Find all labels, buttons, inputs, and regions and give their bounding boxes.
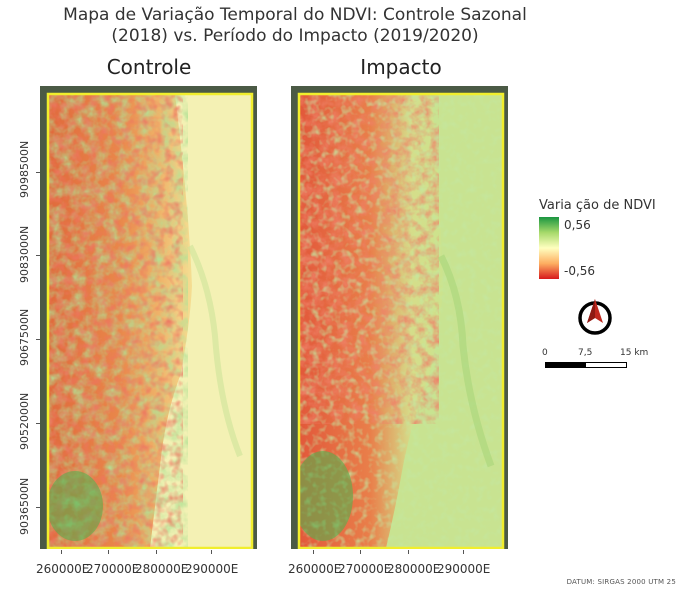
x-tick-label: 290000E <box>437 562 491 576</box>
scale-label-end: 15 km <box>620 348 649 358</box>
datum-label: DATUM: SIRGAS 2000 UTM 25 <box>566 578 676 586</box>
scale-bar <box>545 362 627 368</box>
x-tick-mark <box>408 550 409 554</box>
y-tick-mark <box>36 423 40 424</box>
x-tick-mark <box>313 550 314 554</box>
x-tick-label: 270000E <box>86 562 140 576</box>
y-tick-label: 9052000N <box>18 392 31 450</box>
aoi-boundary <box>46 92 254 549</box>
scale-bar-segment <box>546 363 586 367</box>
aoi-boundary <box>297 92 505 549</box>
title-line-2: (2018) vs. Período do Impacto (2019/2020… <box>111 26 479 46</box>
x-tick-mark <box>156 550 157 554</box>
y-tick-mark <box>36 507 40 508</box>
x-tick-mark <box>108 550 109 554</box>
x-tick-mark <box>360 550 361 554</box>
x-tick-label: 260000E <box>36 562 90 576</box>
y-tick-mark <box>36 172 40 173</box>
title-line-1: Mapa de Variação Temporal do NDVI: Contr… <box>63 5 527 25</box>
x-tick-label: 270000E <box>338 562 392 576</box>
x-tick-mark <box>61 550 62 554</box>
x-tick-mark <box>463 550 464 554</box>
legend-title: Varia ção de NDVI <box>539 198 656 213</box>
map-title: Mapa de Variação Temporal do NDVI: Contr… <box>0 5 590 47</box>
y-tick-mark <box>36 339 40 340</box>
legend-min-label: -0,56 <box>564 264 596 278</box>
panel-title-controle: Controle <box>106 55 192 79</box>
map-panel-impacto[interactable] <box>291 86 508 549</box>
ndvi-raster-impacto <box>291 86 508 549</box>
y-tick-mark <box>36 255 40 256</box>
y-tick-label: 9067500N <box>18 308 31 366</box>
scale-label-mid: 7,5 <box>578 348 593 358</box>
scale-label-0: 0 <box>542 348 548 358</box>
y-tick-label: 9098500N <box>18 140 31 198</box>
map-panel-controle[interactable] <box>40 86 257 549</box>
north-arrow-icon <box>576 297 614 341</box>
legend-max-label: 0,56 <box>564 218 591 232</box>
y-tick-label: 9083000N <box>18 225 31 283</box>
x-tick-label: 290000E <box>185 562 239 576</box>
panel-title-impacto: Impacto <box>360 55 442 79</box>
ndvi-raster-controle <box>40 86 257 549</box>
legend-color-ramp <box>539 217 559 279</box>
x-tick-mark <box>211 550 212 554</box>
x-tick-label: 260000E <box>288 562 342 576</box>
y-tick-label: 9036500N <box>18 477 31 535</box>
x-tick-label: 280000E <box>135 562 189 576</box>
x-tick-label: 280000E <box>387 562 441 576</box>
